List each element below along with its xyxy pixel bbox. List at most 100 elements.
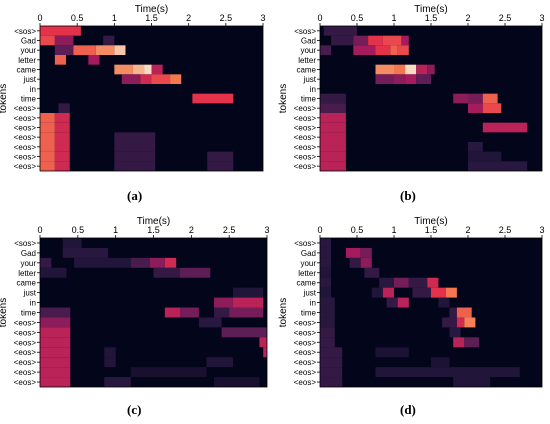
heatmap-cell (320, 327, 335, 338)
y-tick-label: time (301, 309, 317, 318)
x-tick-label: 0.5 (71, 13, 84, 23)
heatmap-cell (263, 347, 267, 358)
y-tick-label: <eos> (14, 133, 37, 142)
y-tick-label: in (30, 85, 36, 94)
heatmap-cell (207, 151, 234, 162)
heatmap-cell (431, 287, 446, 298)
y-tick-label: <eos> (14, 124, 37, 133)
heatmap-cell (468, 161, 528, 171)
heatmap-cell (360, 257, 372, 268)
heatmap-cell (320, 161, 346, 171)
heatmap-cell (214, 307, 230, 318)
x-tick-label: 1.5 (147, 225, 160, 235)
y-tick-label: <eos> (14, 358, 37, 367)
x-tick-label: 1.5 (425, 225, 438, 235)
heatmap-cell (456, 317, 465, 328)
heatmap-cell (331, 35, 354, 46)
heatmap-cell (40, 122, 55, 133)
y-tick-label: <eos> (14, 162, 37, 171)
heatmap-cell (438, 297, 450, 308)
heatmap-cell (379, 277, 394, 288)
y-tick-label: your (300, 46, 316, 55)
x-tick-label: 2 (189, 225, 194, 235)
y-tick-label: <eos> (294, 153, 317, 162)
y-axis-title: tokens (0, 84, 9, 113)
heatmap-cell (405, 64, 417, 75)
y-tick-label: came (16, 66, 36, 75)
plot-frame (39, 25, 264, 172)
plot-frame (319, 237, 543, 388)
heatmap-cell (394, 64, 406, 75)
heatmap-cell (320, 337, 335, 348)
heatmap-cell (320, 257, 332, 268)
heatmap-cell (401, 35, 409, 46)
heatmap-cell (54, 151, 70, 162)
heatmap-cell (449, 307, 457, 318)
heatmap-b: 0 0.5 1 1.5 2 2.5 3 Time(s) <sos>Gadyourletterca… (278, 4, 545, 172)
heatmap-cell (232, 297, 264, 308)
heatmap-cell (368, 35, 383, 46)
y-tick-label: Gad (21, 249, 36, 258)
x-tick-label: 1 (391, 225, 396, 235)
y-tick-label: <eos> (14, 143, 37, 152)
heatmap-cell (382, 35, 402, 46)
heatmap-cell (349, 257, 361, 268)
heatmap-cell (453, 337, 465, 348)
heatmap-cell (179, 267, 211, 278)
x-axis-title: Time(s) (135, 4, 169, 15)
heatmap-cell (214, 377, 260, 387)
y-tick-label: in (310, 85, 316, 94)
heatmap-cell (153, 267, 180, 278)
heatmap-cell (62, 247, 109, 258)
heatmap-cell (468, 151, 502, 162)
y-tick-label: in (310, 299, 316, 308)
y-tick-label: <sos> (294, 27, 316, 36)
x-tick-label: 1.5 (145, 13, 158, 23)
heatmap-cell (394, 74, 406, 84)
heatmap-cell (232, 287, 264, 298)
y-tick-label: <eos> (294, 124, 317, 133)
x-axis-title: Time(s) (414, 216, 448, 227)
heatmap-cell (40, 317, 71, 328)
x-tick-label: 1 (112, 13, 117, 23)
heatmap-cell (353, 35, 369, 46)
x-tick-label: 1.5 (425, 13, 438, 23)
heatmap-cell (371, 287, 383, 298)
y-tick-label: letter (298, 269, 316, 278)
heatmap-cell (54, 45, 74, 55)
heatmap-cell (40, 142, 55, 152)
heatmap-cell (320, 238, 332, 248)
heatmap-cell (40, 26, 81, 36)
heatmap-cell (54, 35, 74, 46)
x-axis-title: Time(s) (137, 216, 171, 227)
y-tick-label: time (301, 95, 317, 104)
caption-d: (d) (400, 402, 416, 418)
heatmap-cell (390, 45, 398, 55)
heatmap-cell (386, 297, 398, 308)
y-tick-label: came (296, 279, 316, 288)
heatmap-cell (320, 377, 343, 387)
x-tick-label: 0 (317, 225, 322, 235)
plot-frame (39, 237, 268, 388)
y-tick-label: just (303, 75, 317, 84)
x-tick-label: 0 (37, 13, 42, 23)
heatmap-cell (58, 103, 70, 113)
heatmap-cell (114, 161, 156, 171)
heatmap-cell (449, 327, 461, 338)
y-tick-label: Gad (301, 249, 316, 258)
heatmap-cell (320, 151, 346, 162)
y-tick-label: your (20, 46, 36, 55)
heatmap-a: 0 0.5 1 1.5 2 2.5 3 Time(s) <sos>Gadyourletterca… (0, 4, 266, 172)
y-tick-label: <eos> (294, 318, 317, 327)
y-tick-label: just (23, 75, 37, 84)
heatmap-cell (54, 142, 70, 152)
heatmap-cell (54, 122, 70, 133)
y-tick-label: <eos> (294, 328, 317, 337)
y-tick-label: <eos> (14, 328, 37, 337)
y-axis-title: tokens (278, 298, 289, 327)
caption-a-text: (a) (127, 188, 143, 203)
y-tick-label: just (303, 289, 317, 298)
heatmap-cell (445, 287, 457, 298)
heatmap-cell (464, 337, 480, 348)
y-tick-label: <eos> (294, 104, 317, 113)
